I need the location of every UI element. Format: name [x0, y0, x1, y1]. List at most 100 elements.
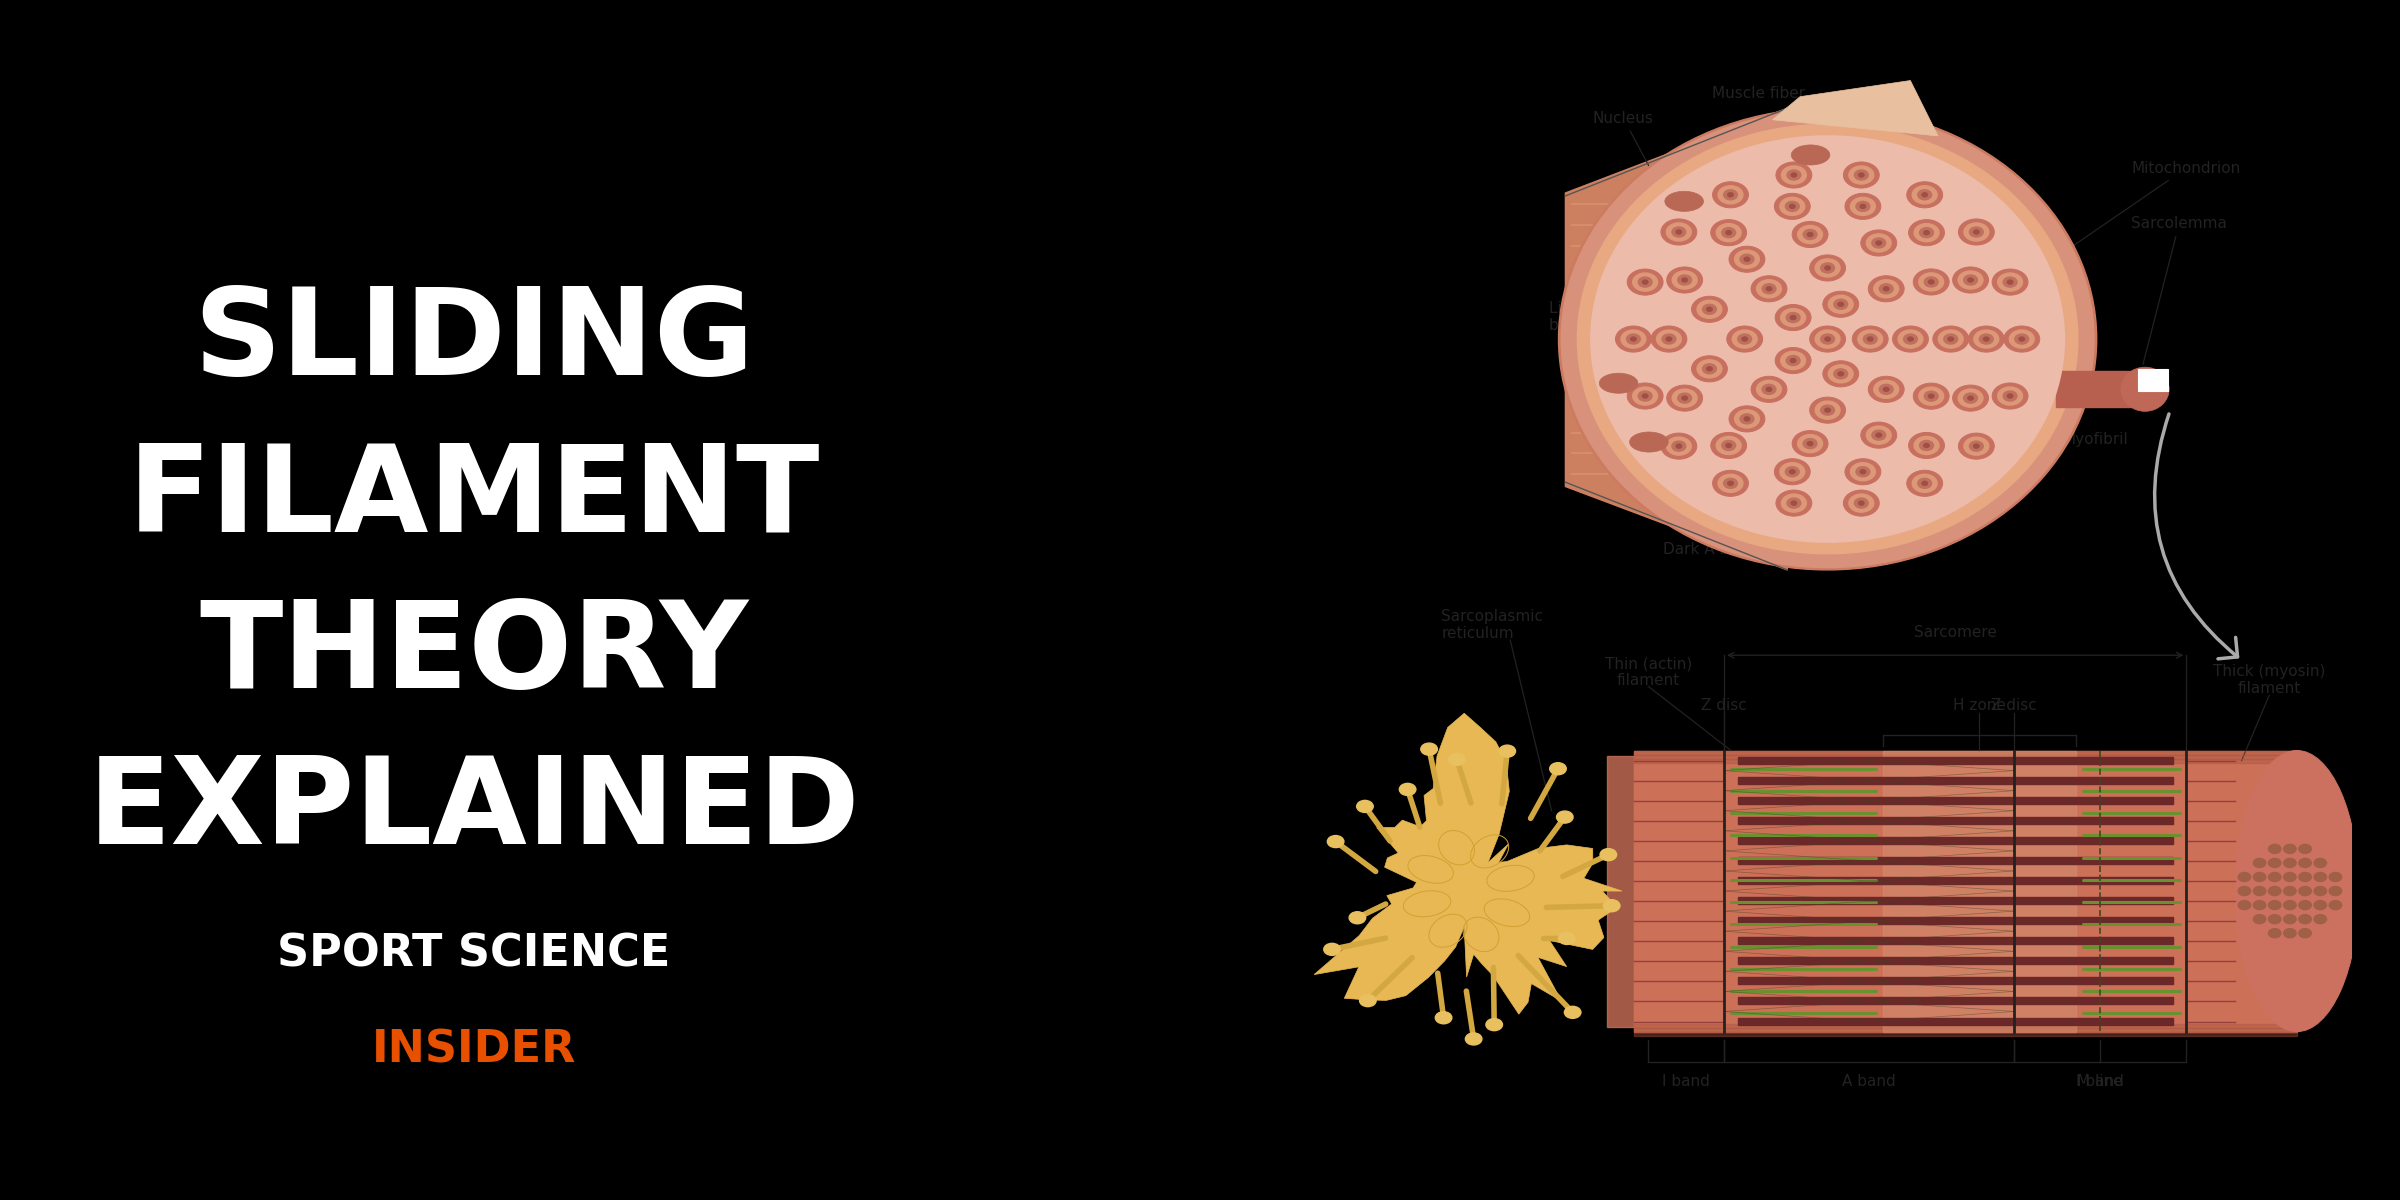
Circle shape [1786, 312, 1800, 323]
Circle shape [1968, 326, 2004, 352]
Circle shape [1735, 410, 1759, 428]
Circle shape [1920, 228, 1934, 238]
Circle shape [1862, 334, 1877, 344]
Circle shape [1786, 202, 1800, 211]
Circle shape [1980, 334, 1992, 344]
Circle shape [1814, 259, 1841, 277]
Circle shape [1958, 389, 1982, 407]
Circle shape [1630, 337, 1637, 341]
Circle shape [1824, 266, 1831, 270]
Bar [1738, 958, 2172, 965]
Text: SLIDING: SLIDING [194, 283, 754, 401]
Circle shape [1877, 433, 1882, 437]
Circle shape [1858, 173, 1865, 178]
Circle shape [1824, 408, 1831, 412]
Ellipse shape [1598, 373, 1637, 394]
Circle shape [2314, 872, 2326, 882]
Circle shape [2285, 845, 2297, 853]
Bar [1738, 756, 2172, 763]
Circle shape [1627, 334, 1639, 344]
Text: Sarcomere: Sarcomere [1913, 625, 1997, 640]
Circle shape [1822, 334, 1834, 344]
Circle shape [1822, 263, 1834, 272]
Text: I band: I band [2076, 1074, 2124, 1090]
Circle shape [1632, 386, 1658, 406]
Circle shape [1810, 326, 1846, 352]
Circle shape [1661, 433, 1697, 460]
Circle shape [2004, 391, 2016, 401]
Circle shape [1762, 283, 1776, 294]
Ellipse shape [2122, 367, 2170, 412]
Circle shape [1913, 269, 1949, 295]
Circle shape [1810, 254, 1846, 281]
Circle shape [1834, 368, 1848, 379]
Circle shape [1872, 430, 1886, 440]
Circle shape [2285, 887, 2297, 895]
Ellipse shape [2234, 750, 2359, 1032]
Circle shape [1846, 458, 1882, 485]
Circle shape [1682, 396, 1687, 400]
Bar [1738, 797, 2172, 804]
Circle shape [1728, 406, 1764, 432]
Circle shape [2299, 900, 2311, 910]
Circle shape [2285, 858, 2297, 868]
Circle shape [1673, 227, 1685, 238]
Circle shape [1642, 394, 1649, 398]
Circle shape [1718, 474, 1742, 492]
Circle shape [1678, 394, 1692, 403]
Circle shape [1867, 377, 1903, 402]
Circle shape [1781, 494, 1807, 512]
Circle shape [2239, 887, 2251, 895]
Circle shape [1915, 437, 1939, 455]
Circle shape [1790, 359, 1795, 362]
Circle shape [1776, 490, 1812, 516]
Circle shape [1932, 326, 1968, 352]
Circle shape [1913, 383, 1949, 409]
Circle shape [1776, 162, 1812, 188]
Circle shape [1642, 280, 1649, 284]
Circle shape [1898, 330, 1922, 348]
Circle shape [1879, 384, 1894, 395]
Circle shape [1781, 352, 1805, 370]
Circle shape [1918, 479, 1932, 488]
Circle shape [1774, 458, 1810, 485]
Text: Mitochondrion: Mitochondrion [2023, 161, 2242, 280]
Circle shape [1711, 432, 1747, 458]
Circle shape [1399, 784, 1416, 796]
Text: Nucleus: Nucleus [1594, 110, 1678, 221]
Circle shape [1944, 334, 1958, 344]
Circle shape [1958, 218, 1994, 245]
Bar [1634, 750, 2297, 1032]
Circle shape [1949, 337, 1954, 341]
Bar [1738, 877, 2172, 884]
Circle shape [1666, 337, 1673, 341]
Circle shape [1721, 440, 1735, 450]
Circle shape [1697, 300, 1721, 318]
Bar [1738, 776, 2172, 784]
Circle shape [1963, 223, 1990, 241]
Circle shape [1639, 391, 1651, 401]
Circle shape [1735, 250, 1759, 269]
Circle shape [1723, 190, 1738, 200]
Circle shape [1922, 481, 1927, 485]
Circle shape [1673, 389, 1697, 407]
Circle shape [1790, 204, 1795, 209]
Circle shape [1740, 254, 1754, 264]
Bar [1738, 1018, 2172, 1025]
Circle shape [2299, 872, 2311, 882]
Text: Z disc: Z disc [1992, 698, 2038, 713]
Circle shape [1692, 296, 1728, 323]
Polygon shape [1565, 108, 1788, 570]
Circle shape [1824, 337, 1831, 341]
Circle shape [1874, 280, 1898, 298]
Circle shape [1958, 433, 1994, 460]
Text: Muscle fiber: Muscle fiber [1711, 85, 1853, 108]
Circle shape [1925, 444, 1930, 448]
Circle shape [2268, 858, 2280, 868]
Circle shape [1790, 502, 1798, 505]
Circle shape [2254, 872, 2266, 882]
Circle shape [2006, 280, 2014, 284]
FancyArrowPatch shape [2155, 414, 2237, 659]
Circle shape [1738, 334, 1752, 344]
Circle shape [1855, 467, 1870, 476]
